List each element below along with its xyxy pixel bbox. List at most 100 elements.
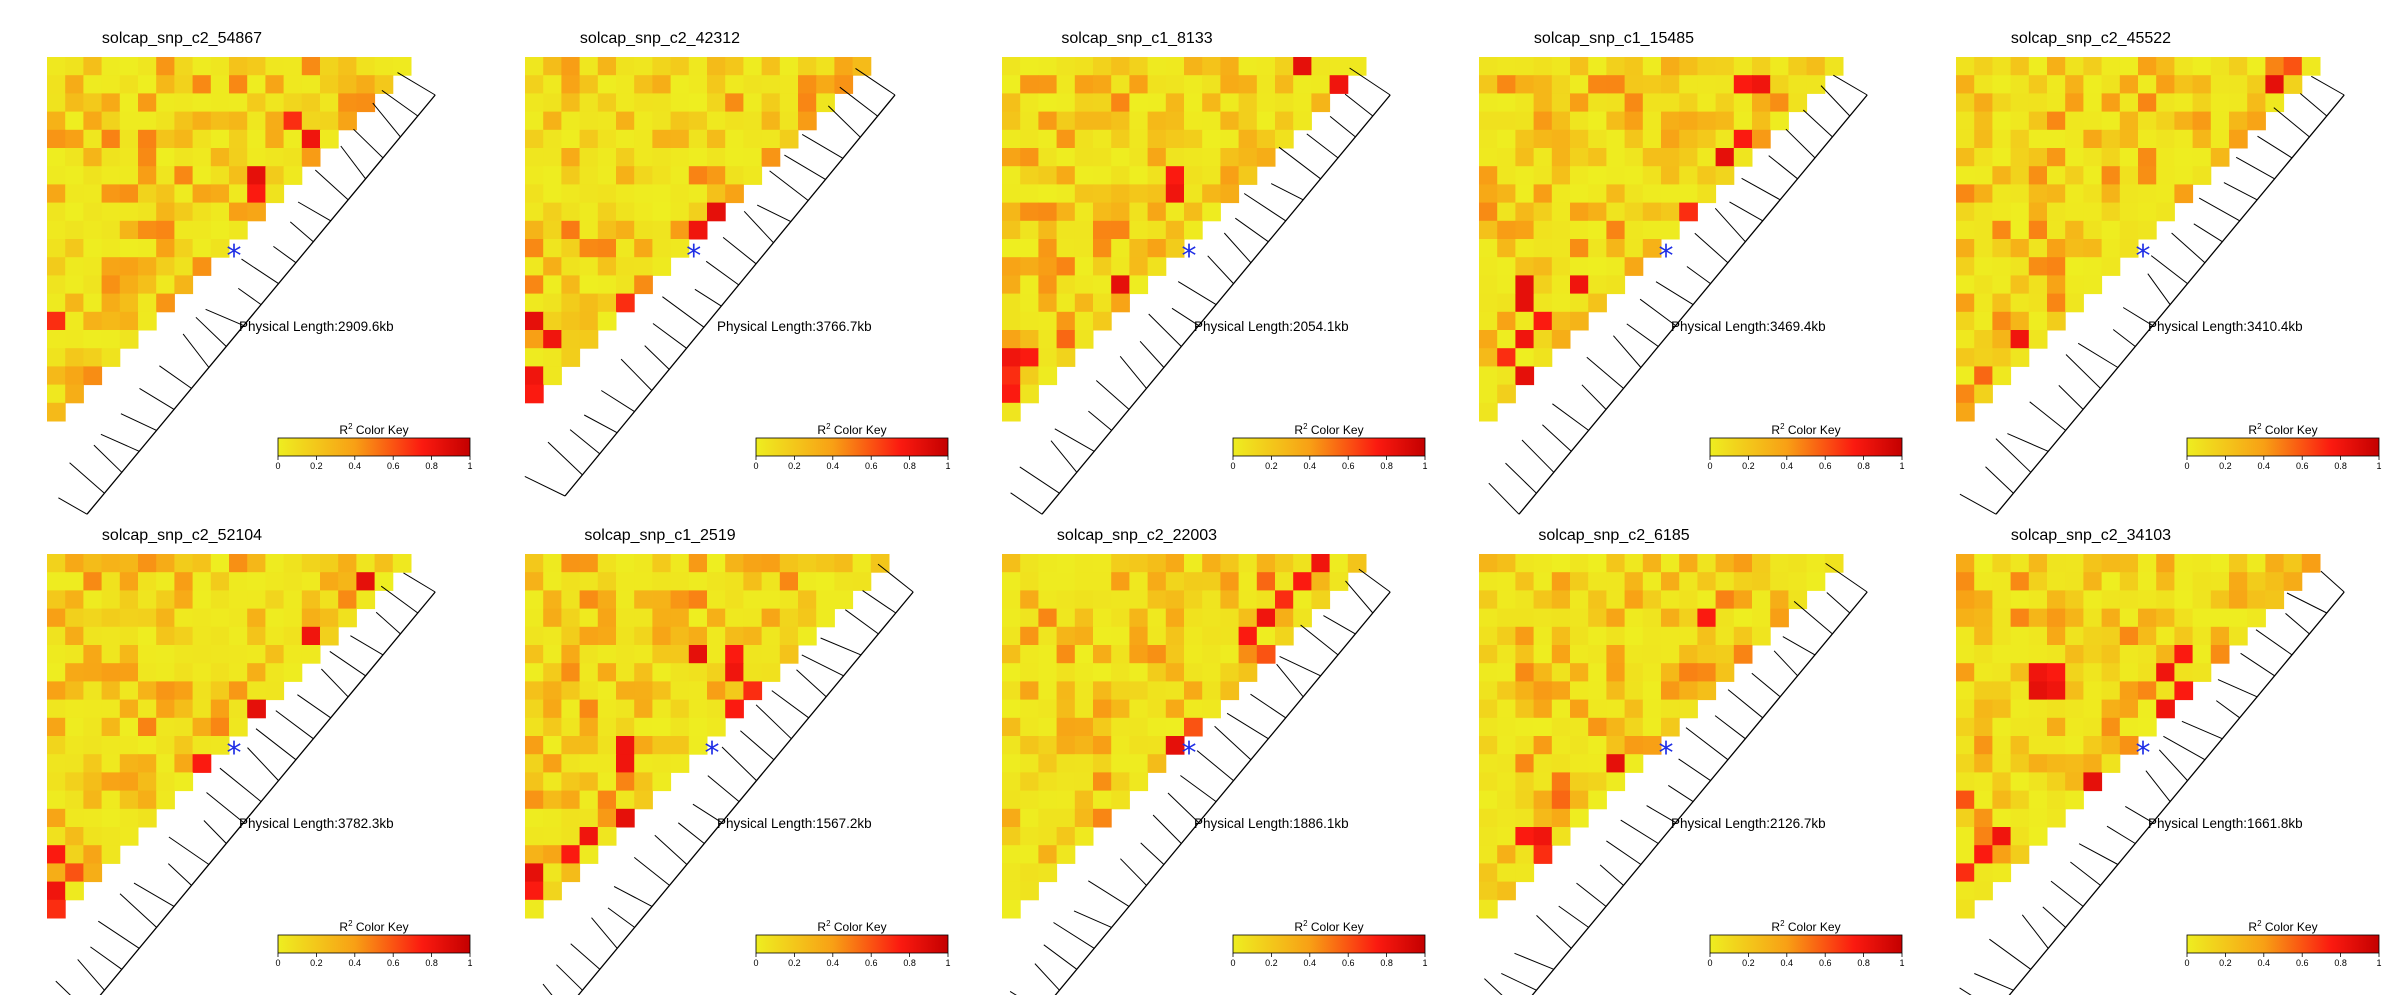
- heatmap-cell: [2065, 608, 2084, 628]
- heatmap-cell: [579, 572, 599, 591]
- heatmap-cell: [670, 699, 690, 719]
- heatmap-cell: [47, 293, 66, 313]
- snp-position-line: [2112, 329, 2136, 347]
- heatmap-cell: [707, 681, 726, 701]
- heatmap-cell: [1497, 330, 1516, 349]
- heatmap-cell: [2083, 754, 2103, 773]
- heatmap-cell: [1093, 239, 1112, 258]
- heatmap-cell: [2210, 572, 2230, 591]
- heatmap-cell: [2028, 184, 2048, 204]
- heatmap-cell: [688, 166, 708, 185]
- snp-position-line: [168, 836, 210, 865]
- heatmap-cell: [1479, 275, 1498, 295]
- heatmap-cell: [1570, 699, 1589, 719]
- heatmap-cell: [1697, 93, 1717, 113]
- heatmap-cell: [561, 736, 581, 755]
- heatmap-cell: [1093, 111, 1112, 131]
- heatmap-cell: [798, 57, 817, 76]
- heatmap-cell: [1642, 554, 1662, 573]
- heatmap-cell: [1533, 645, 1553, 664]
- heatmap-cell: [2028, 129, 2048, 149]
- snp-position-line: [1802, 109, 1833, 138]
- heatmap-cell: [1093, 311, 1112, 331]
- physical-length-label: Physical Length:3469.4kb: [1671, 319, 1826, 334]
- heatmap-cell: [1256, 590, 1276, 610]
- heatmap-cell: [338, 590, 357, 610]
- heatmap-cell: [2156, 93, 2175, 113]
- heatmap-cell: [2101, 736, 2121, 755]
- heatmap-cell: [338, 608, 357, 628]
- heatmap-cell: [174, 736, 194, 755]
- heatmap-cell: [229, 148, 248, 167]
- heatmap-cell: [597, 717, 617, 737]
- heatmap-cell: [743, 93, 763, 113]
- heatmap-cell: [1515, 827, 1535, 846]
- color-key-tick-label: 1: [467, 461, 472, 471]
- heatmap-cell: [597, 663, 617, 682]
- heatmap-cell: [1093, 699, 1112, 719]
- color-key-bar: [2186, 437, 2380, 457]
- heatmap-cell: [2156, 626, 2175, 646]
- heatmap-cell: [743, 57, 763, 76]
- heatmap-cell: [670, 645, 690, 664]
- heatmap-cell: [1588, 772, 1607, 792]
- snp-position-line: [2158, 749, 2188, 781]
- heatmap-cell: [47, 311, 66, 331]
- heatmap-cell: [1588, 554, 1607, 573]
- heatmap-cell: [2192, 111, 2212, 131]
- heatmap-cell: [1111, 626, 1130, 646]
- heatmap-cell: [210, 239, 230, 258]
- heatmap-cell: [138, 699, 157, 719]
- heatmap-cell: [1974, 681, 1993, 701]
- heatmap-cell: [561, 166, 581, 185]
- heatmap-cell: [192, 699, 212, 719]
- snp-position-line: [1576, 882, 1607, 907]
- snp-position-line: [90, 946, 123, 970]
- heatmap-cell: [247, 57, 266, 76]
- heatmap-cell: [1020, 572, 1039, 591]
- snp-position-line: [2125, 805, 2153, 824]
- heatmap-cell: [1642, 148, 1662, 167]
- color-key-bar: [1709, 934, 1903, 954]
- heatmap-cell: [1974, 57, 1993, 76]
- heatmap-cell: [761, 626, 781, 646]
- heatmap-cell: [1497, 808, 1516, 828]
- heatmap-cell: [1992, 845, 2012, 864]
- heatmap-cell: [725, 111, 744, 131]
- snp-position-line: [569, 429, 601, 455]
- heatmap-cell: [1002, 736, 1021, 755]
- heatmap-cell: [1752, 590, 1771, 610]
- heatmap-cell: [1002, 293, 1021, 313]
- heatmap-cell: [1074, 93, 1094, 113]
- heatmap-cell: [1256, 111, 1276, 131]
- heatmap-cell: [616, 681, 635, 701]
- heatmap-cell: [47, 202, 66, 222]
- heatmap-cell: [1238, 93, 1258, 113]
- heatmap-cell: [1129, 590, 1149, 610]
- heatmap-cell: [1661, 202, 1680, 222]
- heatmap-cell: [101, 57, 121, 76]
- heatmap-cell: [101, 129, 121, 149]
- heatmap-cell: [192, 681, 212, 701]
- heatmap-cell: [156, 554, 175, 573]
- heatmap-cell: [2010, 626, 2030, 646]
- heatmap-cell: [1275, 554, 1294, 573]
- heatmap-cell: [1570, 590, 1589, 610]
- heatmap-cell: [2192, 129, 2212, 149]
- target-snp-marker: *: [1659, 239, 1674, 274]
- snp-position-line: [167, 863, 192, 886]
- snp-position-line: [1959, 987, 1972, 995]
- snp-position-line: [119, 893, 157, 928]
- heatmap-cell: [2301, 57, 2321, 76]
- heatmap-cell: [119, 645, 139, 664]
- panel-title: solcap_snp_c2_52104: [102, 527, 262, 544]
- snp-position-line: [2163, 735, 2206, 761]
- heatmap-cell: [65, 827, 84, 846]
- heatmap-cell: [2065, 699, 2084, 719]
- snp-position-line: [1773, 650, 1798, 677]
- heatmap-cell: [83, 166, 103, 185]
- heatmap-cell: [1624, 93, 1644, 113]
- heatmap-cell: [2265, 572, 2285, 591]
- snp-position-line: [1686, 266, 1711, 285]
- heatmap-cell: [1311, 572, 1331, 591]
